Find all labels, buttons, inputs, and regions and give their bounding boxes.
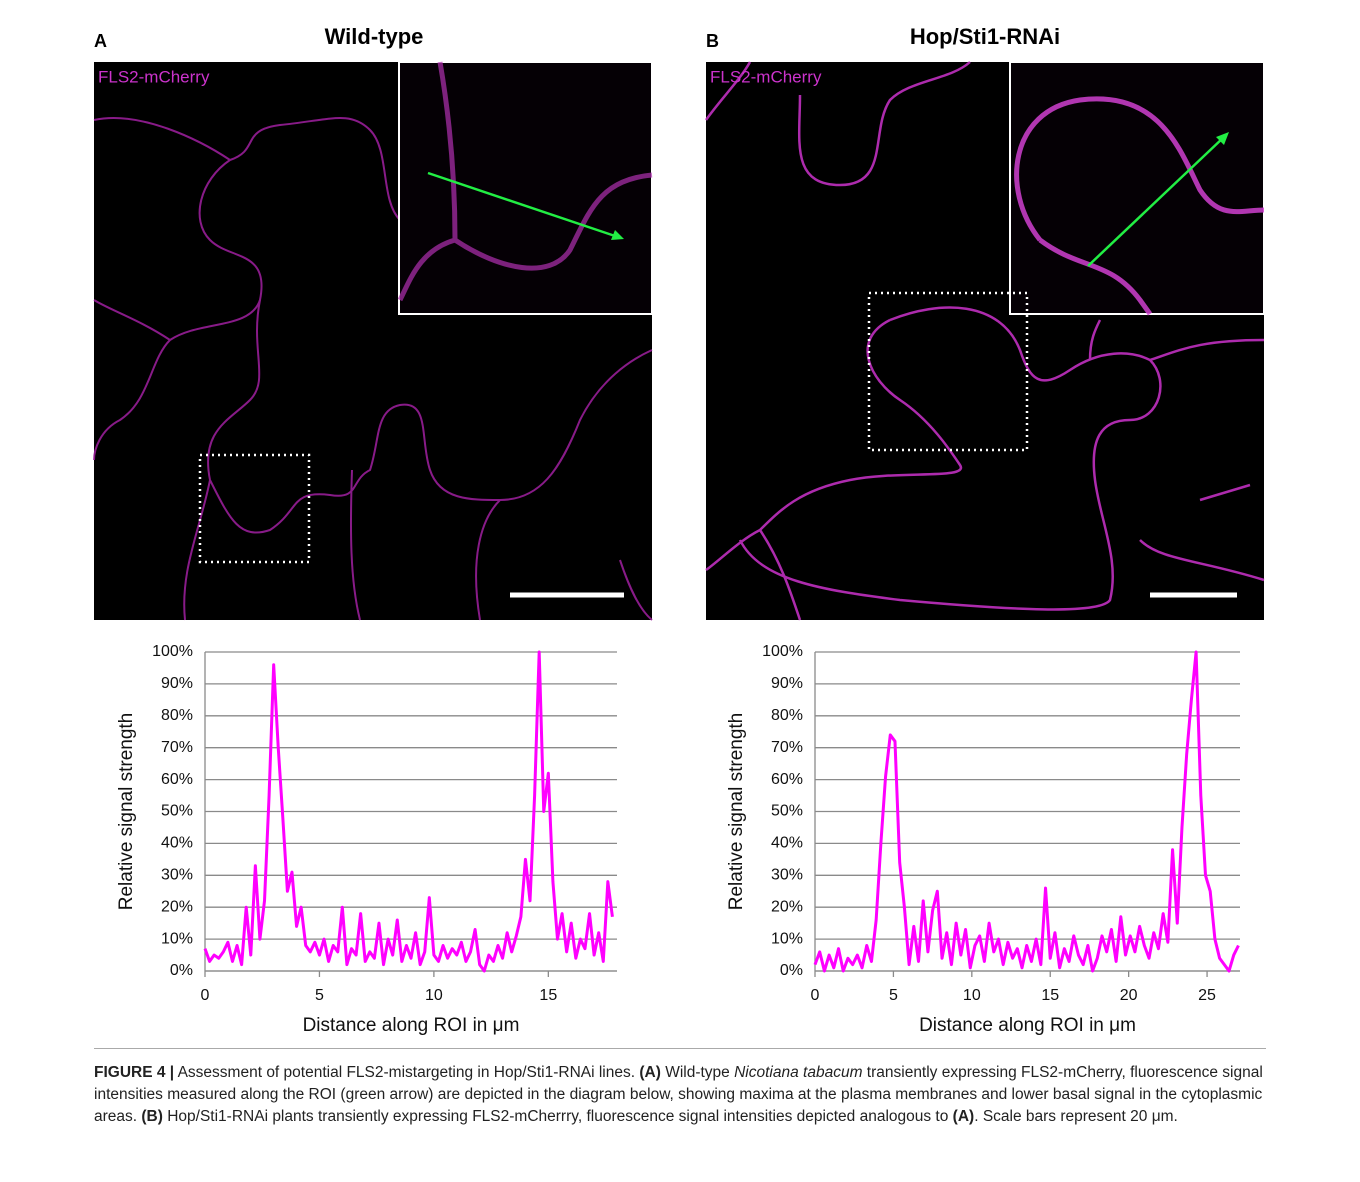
y-tick-label: 30%	[771, 867, 803, 884]
x-axis-label: Distance along ROI in μm	[303, 1015, 520, 1036]
x-tick-label: 10	[963, 987, 981, 1004]
y-tick-label: 20%	[771, 898, 803, 915]
caption-ref: (A)	[639, 1064, 661, 1081]
y-tick-label: 80%	[161, 707, 193, 724]
panel-letter: A	[94, 31, 107, 51]
y-tick-label: 40%	[771, 835, 803, 852]
y-tick-label: 30%	[161, 867, 193, 884]
signal-line	[813, 650, 1240, 973]
caption-text: . Scale bars represent 20 μm.	[974, 1108, 1178, 1125]
y-tick-label: 0%	[780, 962, 803, 979]
x-tick-label: 5	[315, 987, 324, 1004]
caption-text: Wild-type	[660, 1064, 735, 1081]
y-tick-label: 50%	[771, 803, 803, 820]
caption-ref: (B)	[141, 1108, 163, 1125]
caption-species: Nicotiana tabacum	[734, 1064, 863, 1081]
channel-label: FLS2-mCherry	[98, 67, 210, 86]
signal-line	[203, 650, 614, 973]
x-tick-label: 5	[889, 987, 898, 1004]
y-tick-label: 90%	[161, 675, 193, 692]
channel-label: FLS2-mCherry	[710, 67, 822, 86]
y-tick-label: 50%	[161, 803, 193, 820]
y-tick-label: 40%	[161, 835, 193, 852]
caption-text: Assessment of potential FLS2-mistargetin…	[174, 1064, 640, 1081]
figure: A Wild-type B Hop/Sti1-RNAi FLS2-mCherry	[93, 24, 1265, 1036]
y-axis-label: Relative signal strength	[726, 713, 747, 911]
caption-text: Hop/Sti1-RNAi plants transiently express…	[162, 1108, 953, 1125]
x-tick-label: 0	[811, 987, 820, 1004]
y-tick-label: 20%	[161, 898, 193, 915]
y-tick-label: 100%	[762, 643, 803, 660]
separator	[94, 1048, 1266, 1049]
x-axis-label: Distance along ROI in μm	[919, 1015, 1136, 1036]
y-tick-label: 60%	[771, 771, 803, 788]
y-tick-label: 10%	[771, 930, 803, 947]
x-tick-label: 0	[201, 987, 210, 1004]
y-tick-label: 10%	[161, 930, 193, 947]
micrograph: FLS2-mCherry	[704, 61, 1265, 621]
x-tick-label: 15	[539, 987, 557, 1004]
caption-text: transiently expressing FLS2-mCherry, flu…	[94, 1064, 1263, 1125]
x-tick-label: 20	[1120, 987, 1138, 1004]
panel-letter: B	[706, 31, 719, 51]
y-axis-label: Relative signal strength	[116, 713, 137, 911]
y-tick-label: 90%	[771, 675, 803, 692]
panel-title: Wild-type	[325, 24, 424, 49]
y-tick-label: 70%	[161, 739, 193, 756]
caption-ref: (A)	[952, 1108, 975, 1125]
y-tick-label: 0%	[170, 962, 193, 979]
x-tick-label: 15	[1041, 987, 1059, 1004]
x-tick-label: 25	[1198, 987, 1216, 1004]
y-tick-label: 60%	[161, 771, 193, 788]
panel-title: Hop/Sti1-RNAi	[910, 24, 1060, 49]
micrograph: FLS2-mCherry	[93, 61, 653, 621]
caption: FIGURE 4 | Assessment of potential FLS2-…	[94, 1062, 1274, 1128]
y-tick-label: 100%	[152, 643, 193, 660]
caption-label: FIGURE 4 |	[94, 1064, 175, 1081]
x-tick-label: 10	[425, 987, 443, 1004]
y-tick-label: 80%	[771, 707, 803, 724]
y-tick-label: 70%	[771, 739, 803, 756]
